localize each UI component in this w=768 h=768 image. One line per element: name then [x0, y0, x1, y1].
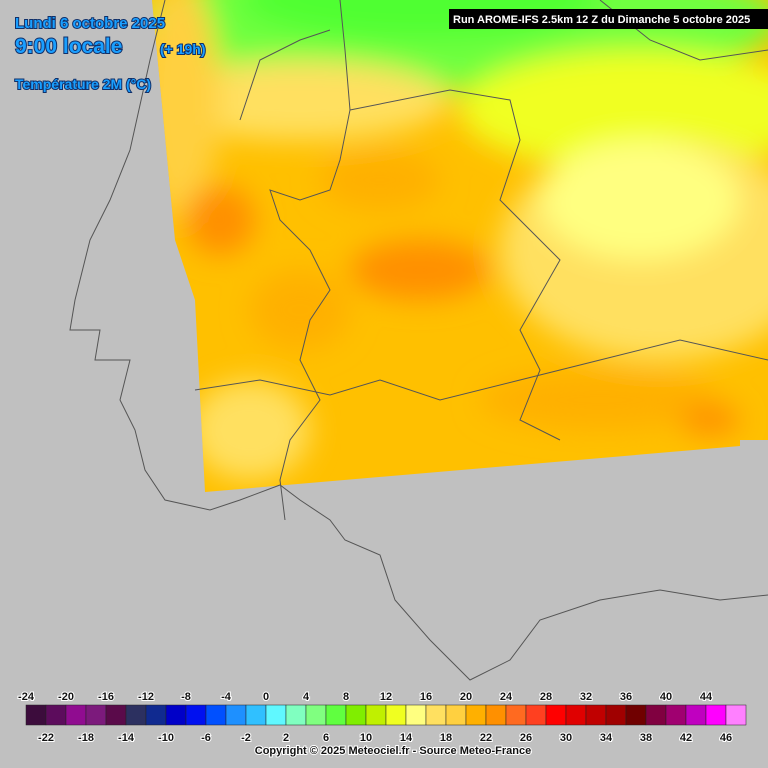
legend-label: 8	[343, 691, 349, 703]
legend-label: 34	[600, 732, 613, 744]
forecast-time: 9:00 locale	[15, 35, 122, 58]
run-info: Run AROME-IFS 2.5km 12 Z du Dimanche 5 o…	[453, 14, 750, 26]
legend-swatch	[465, 704, 487, 726]
legend-label: -14	[118, 732, 135, 744]
legend-swatch	[325, 704, 347, 726]
legend-label: -4	[221, 691, 232, 703]
legend-label: -2	[241, 732, 251, 744]
legend-swatch	[505, 704, 527, 726]
legend-swatch	[285, 704, 307, 726]
legend-swatch	[385, 704, 407, 726]
legend-swatch	[165, 704, 187, 726]
legend-label: 40	[660, 691, 672, 703]
legend-swatch	[25, 704, 47, 726]
legend-label: -24	[18, 691, 35, 703]
legend-label: -12	[138, 691, 154, 703]
legend-label: 36	[620, 691, 632, 703]
legend-label: 32	[580, 691, 592, 703]
legend-swatch	[225, 704, 247, 726]
legend-label: 42	[680, 732, 692, 744]
legend-swatch	[65, 704, 87, 726]
legend-label: 26	[520, 732, 532, 744]
legend-label: 6	[323, 732, 329, 744]
copyright: Copyright © 2025 Meteociel.fr - Source M…	[255, 745, 531, 757]
legend: -24-22-20-18-16-14-12-10-8-6-4-202468101…	[17, 690, 747, 745]
legend-swatch	[405, 704, 427, 726]
legend-swatch	[725, 704, 747, 726]
legend-label: -16	[98, 691, 114, 703]
legend-swatch	[545, 704, 567, 726]
legend-label: 14	[400, 732, 413, 744]
legend-label: -20	[58, 691, 74, 703]
legend-label: 18	[440, 732, 452, 744]
legend-swatch	[145, 704, 167, 726]
legend-label: 46	[720, 732, 732, 744]
legend-swatch	[85, 704, 107, 726]
legend-swatch	[185, 704, 207, 726]
legend-swatch	[525, 704, 547, 726]
legend-label: 0	[263, 691, 269, 703]
legend-swatch	[45, 704, 67, 726]
legend-swatch	[445, 704, 467, 726]
legend-swatch	[705, 704, 727, 726]
legend-swatch	[625, 704, 647, 726]
legend-swatch	[425, 704, 447, 726]
temperature-field	[152, 0, 768, 492]
legend-label: 4	[303, 691, 310, 703]
legend-swatch	[605, 704, 627, 726]
legend-swatch	[485, 704, 507, 726]
legend-label: 38	[640, 732, 652, 744]
legend-swatch	[105, 704, 127, 726]
legend-label: 2	[283, 732, 289, 744]
legend-swatch	[245, 704, 267, 726]
legend-swatch	[645, 704, 667, 726]
legend-swatch	[205, 704, 227, 726]
forecast-date: Lundi 6 octobre 2025	[15, 15, 165, 32]
legend-label: -22	[38, 732, 54, 744]
legend-label: -10	[158, 732, 174, 744]
legend-swatch	[305, 704, 327, 726]
legend-label: 22	[480, 732, 492, 744]
legend-label: 12	[380, 691, 392, 703]
legend-label: 30	[560, 732, 572, 744]
legend-swatch	[665, 704, 687, 726]
legend-swatch	[125, 704, 147, 726]
legend-swatch	[265, 704, 287, 726]
legend-swatch	[365, 704, 387, 726]
legend-label: 28	[540, 691, 552, 703]
legend-label: 24	[500, 691, 513, 703]
legend-label: 10	[360, 732, 372, 744]
legend-label: -8	[181, 691, 191, 703]
legend-label: -6	[201, 732, 211, 744]
parameter: Température 2M (°C)	[15, 76, 151, 92]
legend-label: 20	[460, 691, 472, 703]
legend-swatch	[565, 704, 587, 726]
run-box	[449, 9, 768, 29]
legend-swatch	[585, 704, 607, 726]
legend-label: -18	[78, 732, 94, 744]
lead-time: (+ 19h)	[160, 41, 206, 57]
legend-swatch	[685, 704, 707, 726]
legend-label: 44	[700, 691, 713, 703]
legend-label: 16	[420, 691, 432, 703]
legend-swatch	[345, 704, 367, 726]
